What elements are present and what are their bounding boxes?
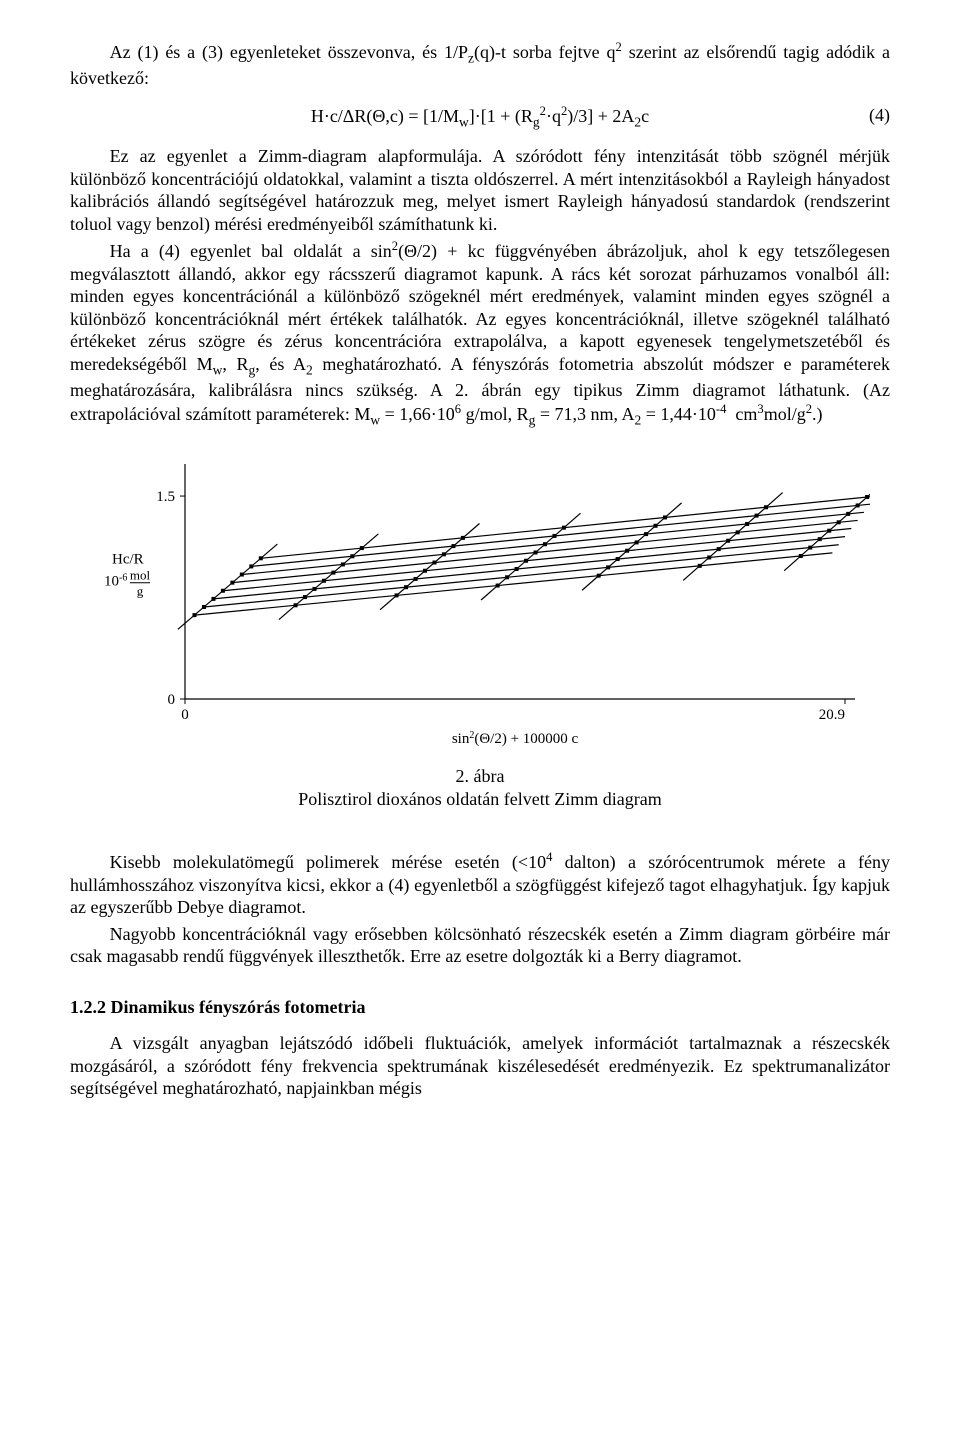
paragraph-4: Kisebb molekulatömegű polimerek mérése e…: [70, 850, 890, 919]
section-heading-1-2-2: 1.2.2 Dinamikus fényszórás fotometria: [70, 996, 890, 1019]
text: mol/g: [764, 404, 806, 424]
text: (q)-t sorba fejtve q: [474, 42, 616, 62]
equation-4: H·c/ΔR(Θ,c) = [1/Mw]·[1 + (Rg2·q2)/3] + …: [70, 104, 890, 131]
text: , és A: [255, 354, 306, 374]
sub-w: w: [370, 413, 380, 428]
caption-number: 2. ábra: [456, 766, 505, 786]
sup-minus4: -4: [716, 402, 727, 416]
svg-text:Hc/R: Hc/R: [112, 552, 144, 568]
caption-text: Polisztirol dioxános oldatán felvett Zim…: [298, 789, 661, 809]
text: Kisebb molekulatömegű polimerek mérése e…: [110, 852, 547, 872]
svg-text:10-6: 10-6: [104, 573, 127, 591]
eq-body: H·c/ΔR(Θ,c) = [1/Mw]·[1 + (Rg2·q2)/3] + …: [311, 106, 649, 126]
paragraph-1: Az (1) és a (3) egyenleteket összevonva,…: [70, 40, 890, 90]
svg-text:20.9: 20.9: [819, 707, 845, 723]
svg-text:mol: mol: [130, 568, 151, 583]
paragraph-2: Ez az egyenlet a Zimm-diagram alapformul…: [70, 145, 890, 235]
sub-w: w: [213, 363, 223, 378]
paragraph-3: Ha a (4) egyenlet bal oldalát a sin2(Θ/2…: [70, 239, 890, 429]
sub-w: w: [459, 115, 469, 130]
text: .): [812, 404, 823, 424]
text: ]·[1 + (R: [469, 106, 533, 126]
figure-caption: 2. ábra Polisztirol dioxános oldatán fel…: [70, 765, 890, 810]
svg-text:sin2(Θ/2) + 100000 c: sin2(Θ/2) + 100000 c: [452, 730, 579, 748]
equation-number: (4): [869, 104, 890, 127]
svg-text:1.5: 1.5: [156, 489, 175, 505]
figure-2: 0 1.5 Hc/R 10-6molg 0 20.9 sin2(Θ/2) + 100000 …: [70, 459, 890, 810]
text: Az (1) és a (3) egyenleteket összevonva,…: [110, 42, 468, 62]
paragraph-5: Nagyobb koncentrációknál vagy erősebben …: [70, 923, 890, 968]
paragraph-6: A vizsgált anyagban lejátszódó időbeli f…: [70, 1032, 890, 1100]
sub-g: g: [533, 115, 540, 130]
sub-2: 2: [306, 363, 313, 378]
text: ·q: [546, 106, 561, 126]
text: Ha a (4) egyenlet bal oldalát a sin: [110, 241, 392, 261]
text: cm: [731, 404, 758, 424]
zimm-diagram: 0 1.5 Hc/R 10-6molg 0 20.9 sin2(Θ/2) + 100000 …: [90, 459, 870, 759]
svg-text:0: 0: [181, 707, 189, 723]
svg-text:g: g: [137, 584, 144, 599]
text: = 1,66·10: [380, 404, 455, 424]
text: = 1,44·10: [641, 404, 716, 424]
text: )/3] + 2A: [567, 106, 634, 126]
text: = 71,3 nm, A: [535, 404, 634, 424]
text: , R: [222, 354, 248, 374]
text: c: [641, 106, 649, 126]
text: H·c/ΔR(Θ,c) = [1/M: [311, 106, 459, 126]
text: g/mol, R: [461, 404, 529, 424]
svg-text:0: 0: [168, 692, 176, 708]
